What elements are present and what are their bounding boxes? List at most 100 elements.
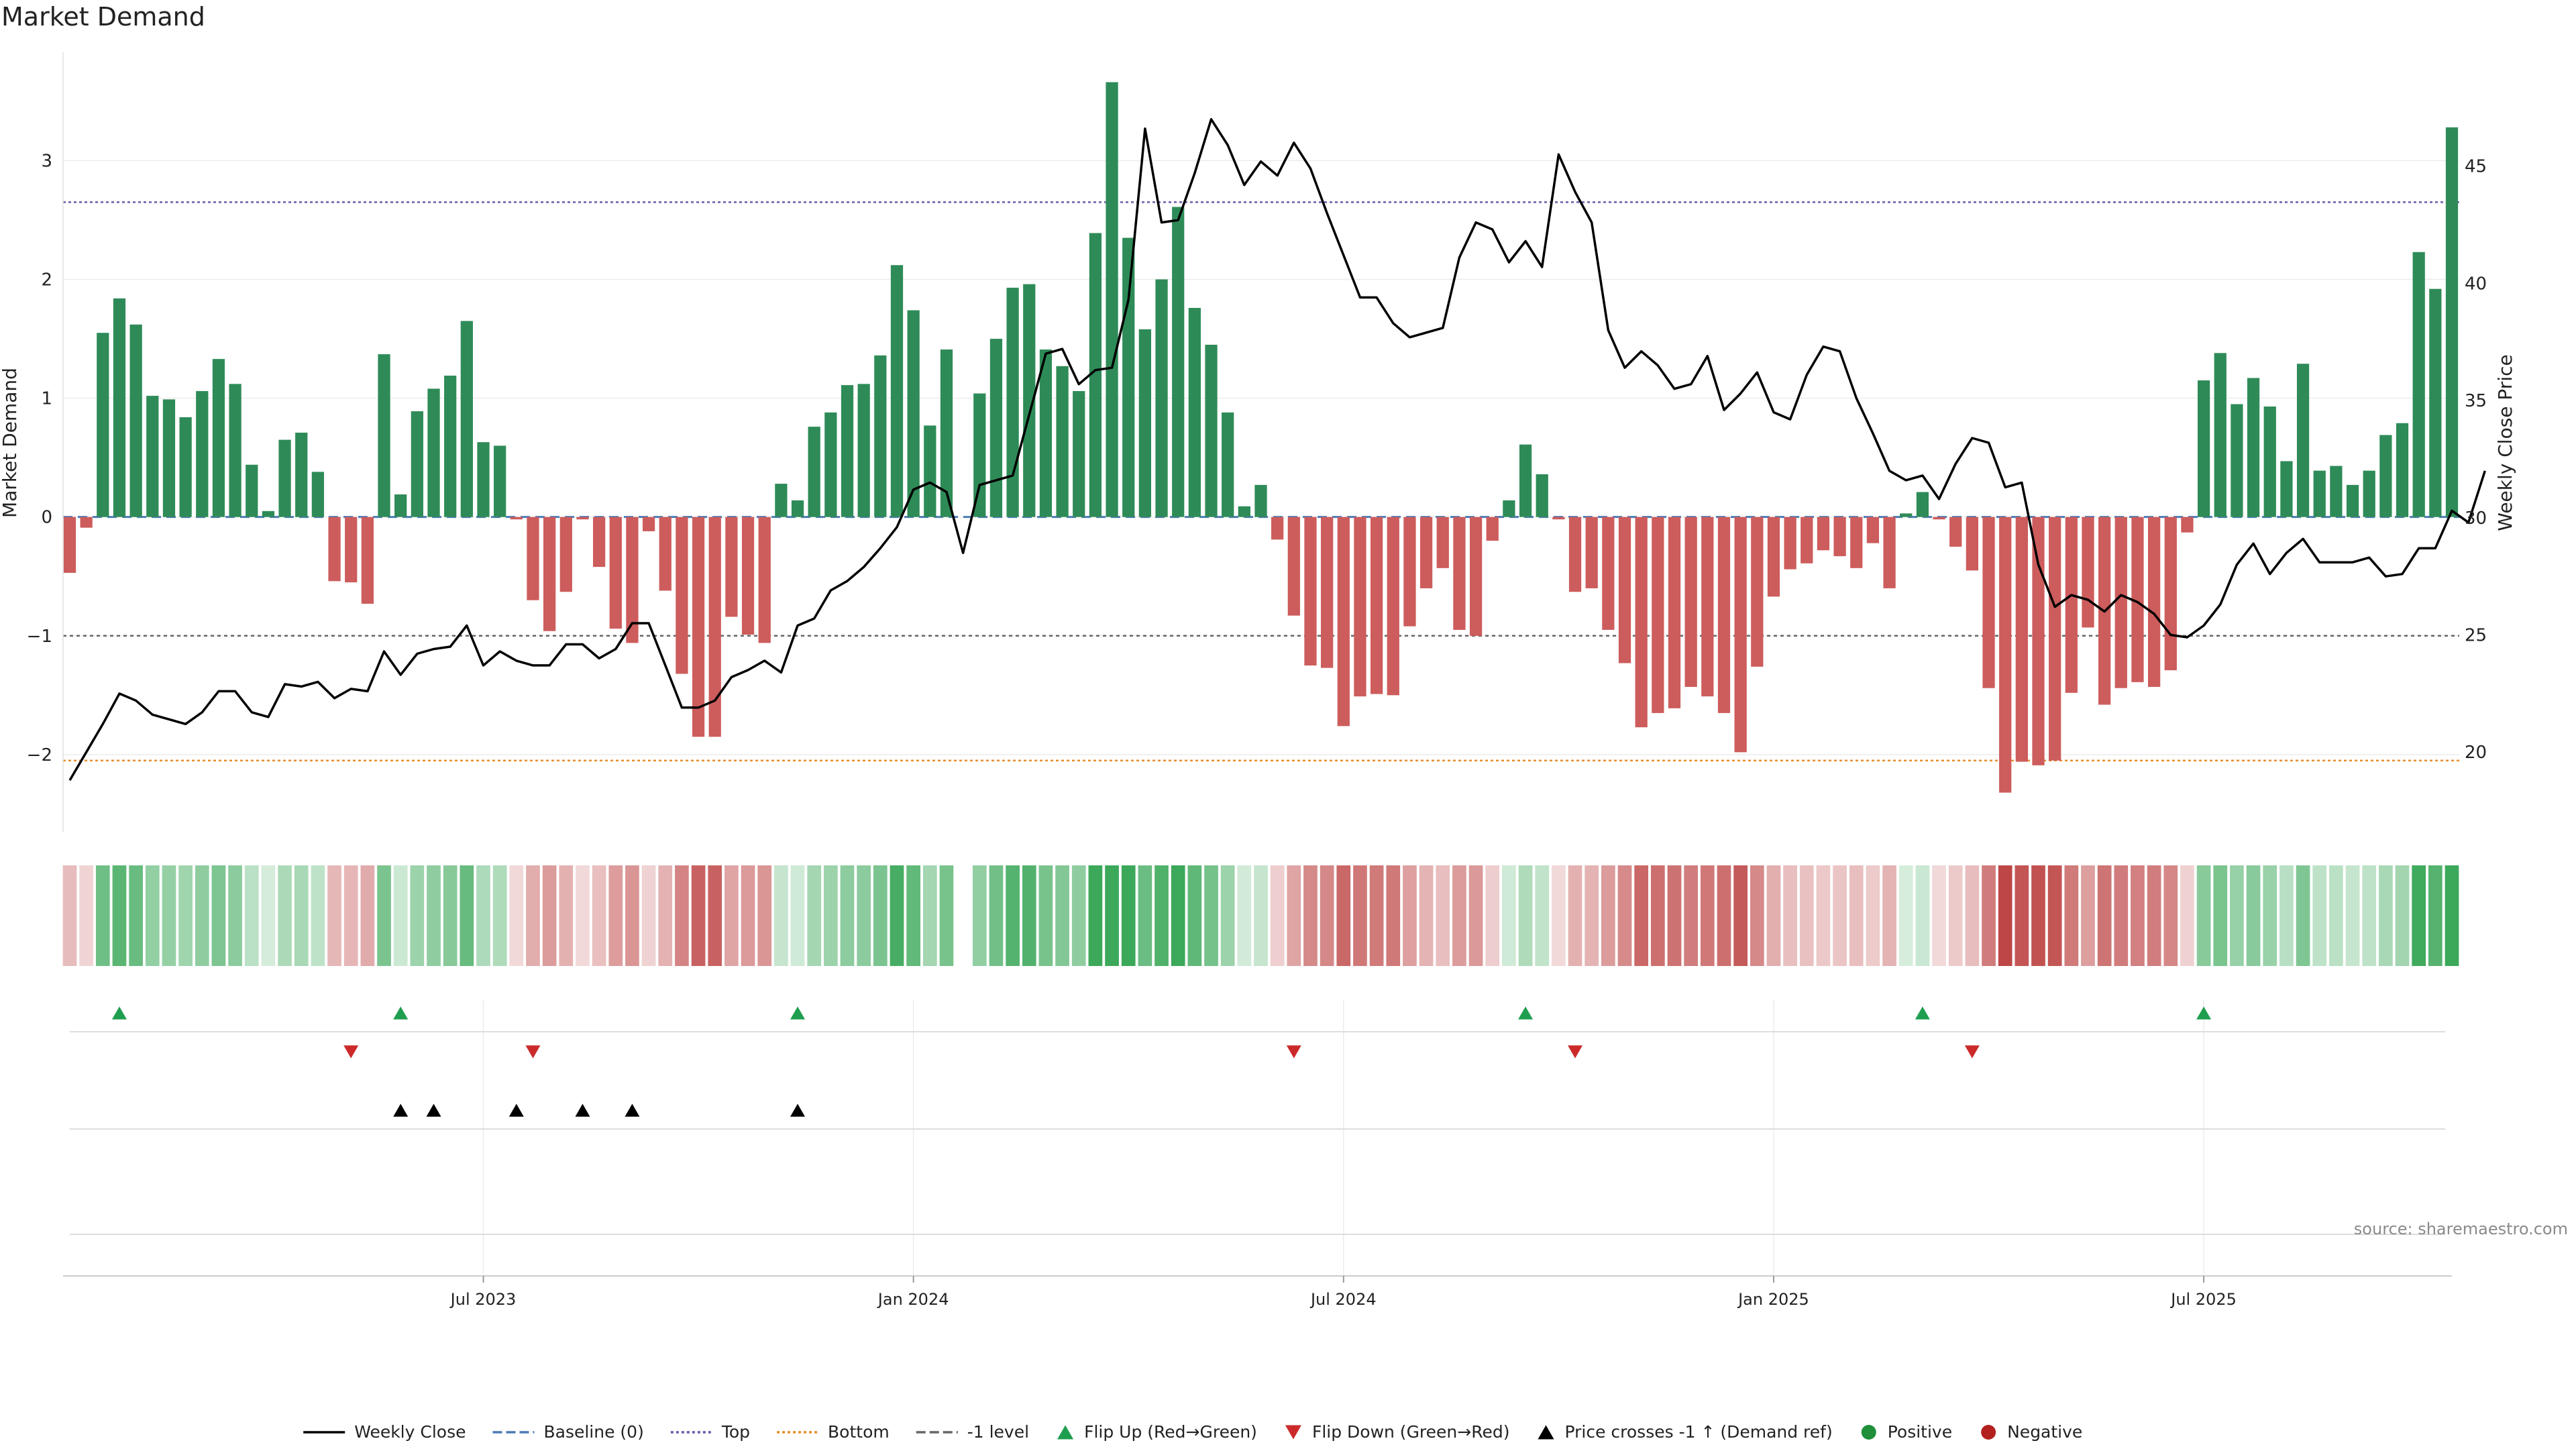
demand-bar	[725, 517, 738, 617]
demand-bar	[378, 354, 390, 517]
event-markers	[111, 1006, 2212, 1117]
demand-bar	[2263, 406, 2276, 517]
demand-bar	[692, 517, 705, 737]
demand-bar	[1833, 517, 1846, 557]
demand-strip-cell	[1568, 865, 1582, 966]
x-tick-label: Jan 2025	[1737, 1290, 1809, 1309]
demand-bar	[775, 484, 788, 517]
demand-strip-cell	[559, 865, 574, 966]
demand-bar	[1089, 233, 1102, 517]
demand-strip-cell	[1187, 865, 1202, 966]
demand-bar	[1999, 517, 2012, 793]
demand-strip-cell	[675, 865, 689, 966]
demand-strip-cell	[1088, 865, 1103, 966]
demand-strip-cell	[2445, 865, 2459, 966]
demand-bar	[1751, 517, 1764, 667]
demand-bar	[1304, 517, 1317, 666]
flip-down-marker	[1568, 1045, 1583, 1059]
demand-strip-cell	[95, 865, 110, 966]
demand-strip-cell	[1667, 865, 1682, 966]
demand-bar	[2065, 517, 2078, 693]
demand-bar	[676, 517, 688, 674]
flip-up-marker	[393, 1006, 409, 1020]
demand-strip-cell	[1585, 865, 1599, 966]
demand-strip-cell	[145, 865, 160, 966]
demand-bar	[1039, 349, 1053, 517]
demand-strip-cell	[1468, 865, 1483, 966]
demand-strip-cell	[1816, 865, 1831, 966]
demand-strip-cell	[526, 865, 540, 966]
demand-bar	[345, 517, 358, 583]
demand-strip-cell	[1617, 865, 1632, 966]
demand-strip-cell	[2097, 865, 2112, 966]
demand-bar	[1652, 517, 1664, 713]
demand-bar	[1436, 517, 1449, 568]
demand-strip-cell	[1948, 865, 1963, 966]
demand-strip-cell	[576, 865, 590, 966]
demand-bar	[229, 384, 241, 517]
y-tick-label: −2	[27, 745, 52, 765]
demand-bars	[63, 82, 2459, 793]
demand-strip-cell	[410, 865, 425, 966]
demand-bar	[460, 321, 473, 517]
demand-strip-cell	[774, 865, 788, 966]
legend-label: Bottom	[828, 1422, 890, 1442]
demand-strip-cell	[261, 865, 276, 966]
demand-bar	[1155, 279, 1168, 517]
demand-bar	[2015, 517, 2028, 762]
demand-bar	[1073, 390, 1085, 517]
demand-bar	[2049, 517, 2061, 761]
demand-strip-cell	[460, 865, 474, 966]
demand-strip-cell	[1138, 865, 1152, 966]
demand-strip-cell	[1849, 865, 1864, 966]
y2-axis-label: Weekly Close Price	[2494, 354, 2516, 531]
demand-strip-cell	[2047, 865, 2062, 966]
demand-strip-cell	[2246, 865, 2261, 966]
demand-bar	[1023, 284, 1036, 517]
demand-strip-cell	[840, 865, 855, 966]
demand-strip-cell	[2296, 865, 2310, 966]
x-axis: Jul 2023 Jan 2024 Jul 2024 Jan 2025 Jul 2025	[63, 1275, 2452, 1309]
demand-bar	[1982, 517, 1995, 688]
demand-bar	[394, 494, 407, 517]
demand-strip-cell	[757, 865, 772, 966]
demand-strip-cell	[807, 865, 822, 966]
demand-strip-cell	[492, 865, 507, 966]
demand-strip-cell	[2064, 865, 2079, 966]
demand-strip-cell	[1634, 865, 1649, 966]
demand-bar	[973, 393, 986, 517]
demand-bar	[642, 517, 655, 531]
legend-label: Flip Down (Green→Red)	[1312, 1422, 1510, 1442]
price-cross-marker	[508, 1104, 524, 1117]
demand-strip-cell	[2312, 865, 2327, 966]
demand-strip-cell	[1915, 865, 1930, 966]
legend-label: Negative	[2007, 1422, 2082, 1442]
demand-strip-cell	[1254, 865, 1268, 966]
demand-bar	[1486, 517, 1499, 541]
demand-strip-cell	[2279, 865, 2294, 966]
demand-strip-cell	[343, 865, 358, 966]
flip-up-marker	[2196, 1006, 2212, 1020]
legend-label: Flip Up (Red→Green)	[1084, 1422, 1257, 1442]
demand-strip-cell	[1552, 865, 1566, 966]
demand-bar	[1552, 517, 1565, 520]
demand-strip-cell	[162, 865, 176, 966]
demand-strip-cell	[178, 865, 193, 966]
demand-bar	[1916, 492, 1929, 517]
demand-strip-cell	[608, 865, 623, 966]
demand-bar	[940, 349, 953, 517]
demand-strip-cell	[2114, 865, 2129, 966]
demand-bar	[162, 399, 176, 517]
demand-bar	[1122, 237, 1135, 517]
demand-strip-cell	[1717, 865, 1731, 966]
demand-strip-cell	[443, 865, 458, 966]
demand-strip-cell	[972, 865, 987, 966]
demand-bar	[1866, 517, 1880, 543]
legend: Weekly Close Baseline (0) Top Bottom -1 leve…	[303, 1422, 2082, 1442]
demand-bar	[444, 375, 457, 517]
demand-strip-cell	[1766, 865, 1781, 966]
demand-bar	[179, 417, 192, 517]
demand-bar	[2164, 517, 2177, 671]
demand-bar	[295, 432, 308, 517]
